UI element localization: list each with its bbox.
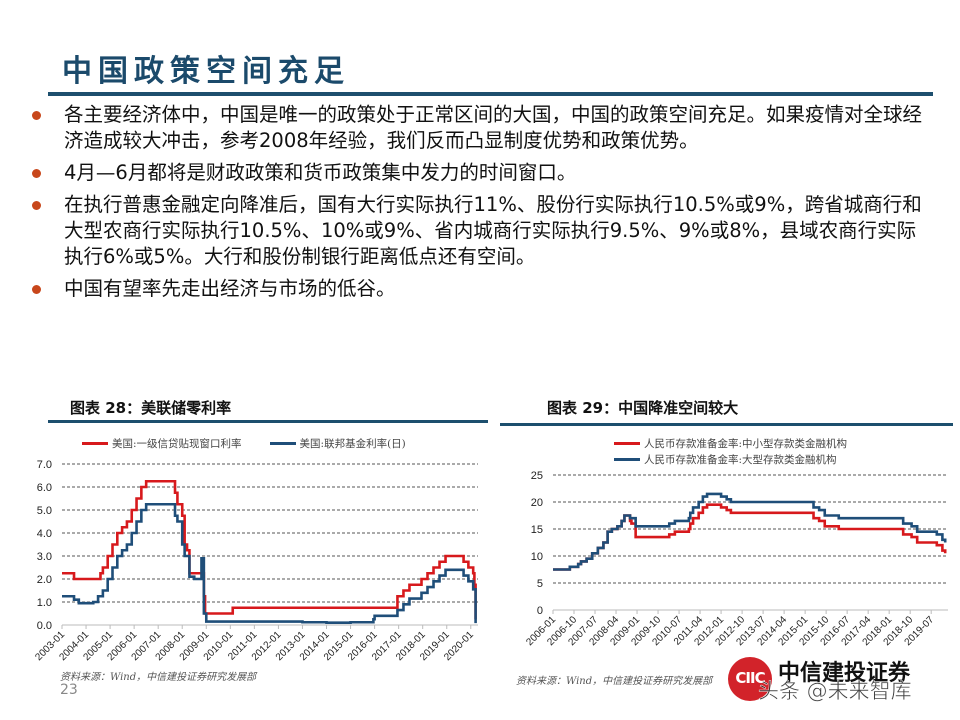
svg-text:6.0: 6.0 <box>37 482 52 494</box>
chart-28-legend: 美国:一级信贷贴现窗口利率 美国:联邦基金利率(日) <box>82 436 406 451</box>
bullet-item: 在执行普惠金融定向降准后，国有大行实际执行11%、股份行实际执行10.5%或9%… <box>30 192 930 270</box>
bullet-text: 中国有望率先走出经济与市场的低谷。 <box>64 277 396 300</box>
svg-text:10: 10 <box>531 551 543 563</box>
watermark: 头条 @未来智库 <box>758 679 912 704</box>
svg-text:0.0: 0.0 <box>37 620 52 632</box>
chart-29-divider <box>500 423 953 426</box>
legend-swatch-red <box>614 442 640 445</box>
brand-name: 中信建投证券 <box>778 660 911 686</box>
svg-text:5.0: 5.0 <box>37 505 52 517</box>
svg-text:5: 5 <box>537 578 543 590</box>
slide-title: 中国政策空间充足 <box>62 54 350 89</box>
chart-28-source: 资料来源：Wind，中信建投证券研究发展部 <box>60 672 257 683</box>
svg-text:7.0: 7.0 <box>37 459 52 471</box>
bullet-item: 各主要经济体中，中国是唯一的政策处于正常区间的大国，中国的政策空间充足。如果疫情… <box>30 102 930 154</box>
title-divider <box>48 92 933 96</box>
chart-29-source: 资料来源：Wind，中信建投证券研究发展部 <box>516 676 713 687</box>
bullet-text: 在执行普惠金融定向降准后，国有大行实际执行11%、股份行实际执行10.5%或9%… <box>64 193 922 268</box>
legend-label: 人民币存款准备金率:中小型存款类金融机构 <box>644 438 848 450</box>
bullet-dot-icon <box>32 111 41 120</box>
chart-29-legend-1: 人民币存款准备金率:中小型存款类金融机构 <box>614 436 847 451</box>
bullet-item: 中国有望率先走出经济与市场的低谷。 <box>30 276 930 302</box>
logo-mark: CIIC <box>735 669 765 687</box>
svg-text:25: 25 <box>531 470 543 482</box>
chart-28-title: 图表 28：美联储零利率 <box>70 399 232 417</box>
page-number: 23 <box>60 682 78 698</box>
svg-text:4.0: 4.0 <box>37 528 52 540</box>
legend-swatch-blue <box>269 442 296 445</box>
svg-text:20: 20 <box>531 497 543 509</box>
bullet-text: 各主要经济体中，中国是唯一的政策处于正常区间的大国，中国的政策空间充足。如果疫情… <box>64 103 923 152</box>
chart-29-legend-2: 人民币存款准备金率:大型存款类金融机构 <box>614 452 837 467</box>
legend-swatch-red <box>82 442 108 445</box>
legend-label: 美国:一级信贷贴现窗口利率 <box>112 438 242 450</box>
svg-text:1.0: 1.0 <box>37 597 52 609</box>
svg-text:15: 15 <box>531 524 543 536</box>
bullet-text: 4月—6月都将是财政政策和货币政策集中发力的时间窗口。 <box>64 161 577 184</box>
legend-label: 人民币存款准备金率:大型存款类金融机构 <box>644 454 837 466</box>
company-logo: CIIC 中信建投证券 头条 @未来智库 <box>728 655 948 710</box>
legend-label: 美国:联邦基金利率(日) <box>299 438 406 450</box>
legend-swatch-blue <box>614 458 640 461</box>
chart-28-divider <box>48 420 488 423</box>
ciic-logo-icon: CIIC <box>728 657 772 701</box>
bullet-dot-icon <box>32 169 41 178</box>
bullet-list: 各主要经济体中，中国是唯一的政策处于正常区间的大国，中国的政策空间充足。如果疫情… <box>30 102 930 308</box>
bullet-item: 4月—6月都将是财政政策和货币政策集中发力的时间窗口。 <box>30 160 930 186</box>
svg-text:3.0: 3.0 <box>37 551 52 563</box>
bullet-dot-icon <box>32 285 41 294</box>
svg-text:2.0: 2.0 <box>37 574 52 586</box>
svg-text:0: 0 <box>537 605 543 617</box>
chart-29-title: 图表 29：中国降准空间较大 <box>547 399 739 417</box>
bullet-dot-icon <box>32 201 41 210</box>
